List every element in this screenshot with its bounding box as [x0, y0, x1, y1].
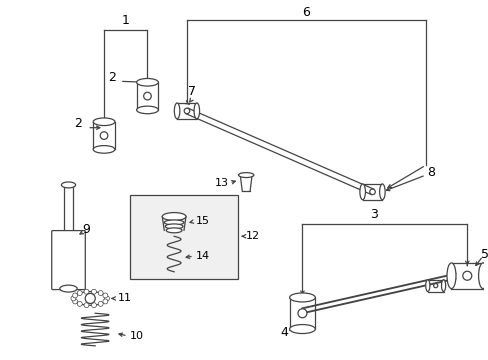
Circle shape [102, 293, 107, 298]
Ellipse shape [446, 263, 455, 289]
Text: 13: 13 [214, 178, 228, 188]
Text: 12: 12 [245, 231, 260, 241]
FancyBboxPatch shape [52, 231, 85, 289]
Text: 10: 10 [129, 331, 143, 341]
Ellipse shape [478, 263, 487, 289]
Circle shape [91, 289, 96, 294]
Ellipse shape [164, 220, 183, 225]
Circle shape [98, 301, 103, 306]
Circle shape [143, 92, 151, 100]
Text: 7: 7 [187, 85, 196, 98]
Ellipse shape [162, 212, 185, 220]
Ellipse shape [136, 106, 158, 114]
Ellipse shape [289, 325, 315, 333]
Circle shape [73, 293, 78, 298]
Text: 6: 6 [302, 6, 310, 19]
Circle shape [100, 132, 108, 139]
Ellipse shape [194, 103, 199, 119]
Circle shape [73, 299, 78, 304]
Text: 3: 3 [370, 208, 378, 221]
Ellipse shape [73, 292, 107, 305]
Ellipse shape [165, 224, 183, 229]
Ellipse shape [61, 182, 76, 188]
Circle shape [91, 303, 96, 308]
Text: 8: 8 [426, 166, 434, 179]
Circle shape [433, 284, 437, 288]
Text: 14: 14 [195, 251, 209, 261]
Ellipse shape [93, 118, 115, 126]
Text: 4: 4 [280, 327, 288, 339]
Bar [129, 195, 238, 279]
Text: 15: 15 [195, 216, 209, 226]
Circle shape [104, 296, 109, 301]
Ellipse shape [359, 184, 365, 200]
Circle shape [77, 291, 82, 296]
Ellipse shape [441, 280, 445, 292]
Circle shape [297, 309, 306, 318]
Circle shape [71, 296, 76, 301]
Circle shape [85, 293, 95, 303]
Ellipse shape [93, 145, 115, 153]
Text: 11: 11 [118, 293, 132, 303]
Text: 2: 2 [108, 71, 116, 84]
Circle shape [77, 301, 82, 306]
Circle shape [84, 289, 89, 294]
Ellipse shape [136, 78, 158, 86]
Ellipse shape [166, 228, 182, 233]
Text: 2: 2 [74, 117, 82, 130]
Text: 5: 5 [480, 248, 488, 261]
Ellipse shape [60, 285, 77, 292]
Ellipse shape [238, 172, 253, 177]
Ellipse shape [174, 103, 180, 119]
Circle shape [102, 299, 107, 304]
Circle shape [462, 271, 471, 280]
Ellipse shape [379, 184, 385, 200]
Circle shape [84, 303, 89, 308]
Circle shape [184, 108, 189, 114]
Text: 1: 1 [122, 14, 129, 27]
Circle shape [369, 189, 374, 195]
Circle shape [98, 291, 103, 296]
Text: 9: 9 [82, 223, 90, 236]
Ellipse shape [289, 293, 315, 302]
Ellipse shape [425, 280, 429, 292]
